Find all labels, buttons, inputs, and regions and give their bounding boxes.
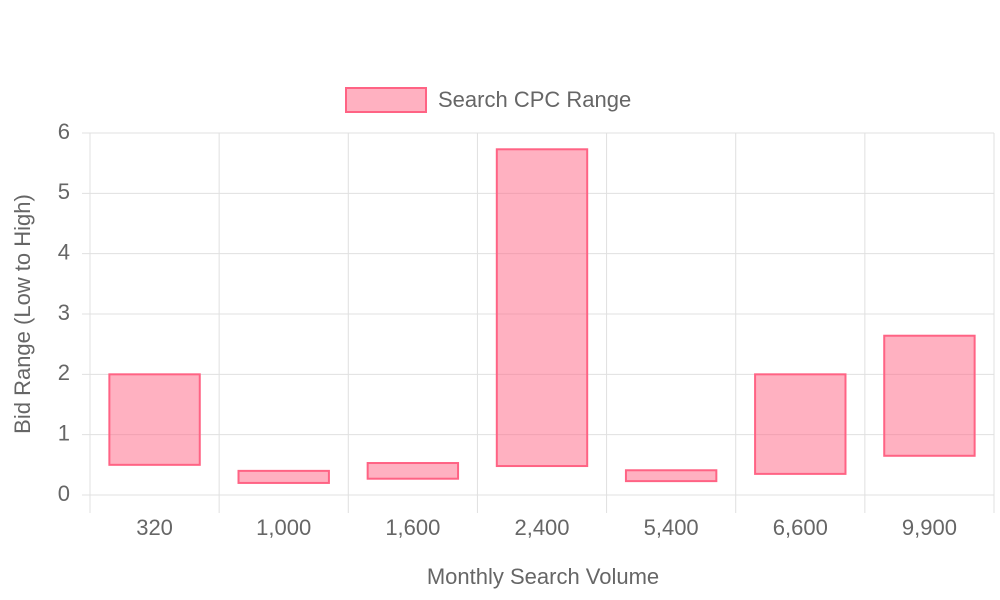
bar — [495, 148, 589, 468]
bar — [366, 462, 460, 480]
legend-swatch — [345, 87, 427, 113]
bar — [108, 373, 201, 466]
x-tick-label: 320 — [136, 515, 173, 540]
y-tick-label: 3 — [58, 300, 70, 325]
x-tick-label: 6,600 — [773, 515, 828, 540]
y-tick-label: 2 — [58, 360, 70, 385]
legend-label: Search CPC Range — [438, 87, 631, 112]
x-tick-label: 2,400 — [514, 515, 569, 540]
bar — [237, 469, 330, 484]
x-tick-label: 1,600 — [385, 515, 440, 540]
y-tick-label: 5 — [58, 179, 70, 204]
x-tick-label: 9,900 — [902, 515, 957, 540]
y-tick-label: 6 — [58, 119, 70, 144]
x-tick-label: 5,400 — [644, 515, 699, 540]
y-tick-label: 4 — [58, 239, 70, 264]
bar — [754, 373, 847, 475]
bar — [624, 469, 718, 483]
x-tick-label: 1,000 — [256, 515, 311, 540]
bar — [883, 334, 976, 457]
y-tick-label: 1 — [58, 420, 70, 445]
y-tick-label: 0 — [58, 481, 70, 506]
y-axis-title: Bid Range (Low to High) — [10, 194, 35, 434]
x-axis-title: Monthly Search Volume — [427, 564, 659, 589]
